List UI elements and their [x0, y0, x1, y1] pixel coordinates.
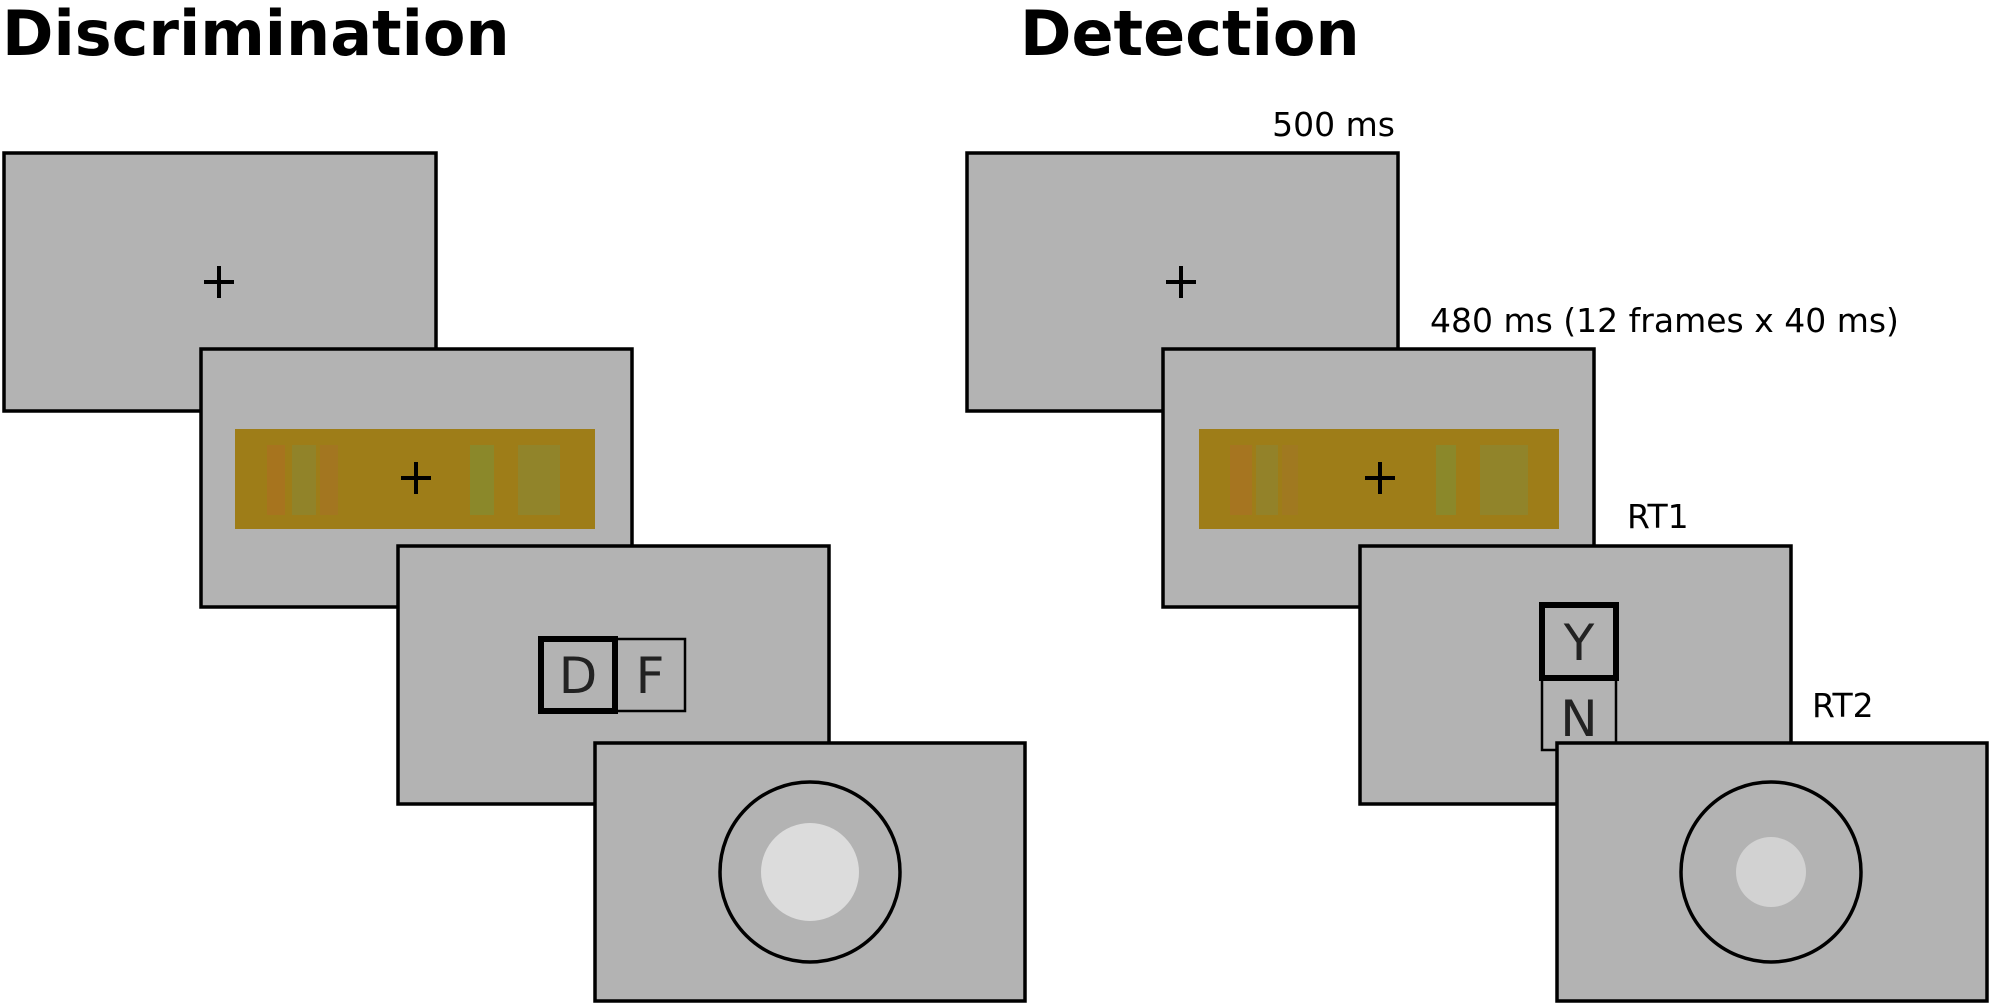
detection-panel: Detection 500 ms 480 ms (12 frames x 40 …: [965, 0, 1989, 1003]
outer-ring: [1679, 780, 1863, 964]
fixation-cross: [401, 462, 431, 494]
response-key-d-label: D: [559, 647, 598, 705]
fixation-cross: [204, 266, 234, 298]
response-key-y-label: Y: [1563, 614, 1595, 672]
discrimination-circle-screen: [593, 741, 1027, 1003]
timing-label-rt1: RT1: [1627, 497, 1689, 536]
target-disc: [761, 823, 859, 921]
fixation-cross: [1166, 266, 1196, 298]
response-key-y: Y: [1539, 602, 1619, 681]
discrimination-title: Discrimination: [2, 0, 510, 70]
response-key-n-label: N: [1560, 690, 1597, 748]
response-key-f: F: [613, 637, 687, 713]
outer-ring: [718, 780, 902, 964]
detection-title: Detection: [1020, 0, 1360, 70]
target-disc: [1736, 837, 1806, 907]
response-key-f-label: F: [636, 647, 665, 705]
timing-label-rt2: RT2: [1812, 686, 1874, 725]
timing-label-stimulus: 480 ms (12 frames x 40 ms): [1430, 301, 1899, 340]
fixation-cross: [1365, 462, 1395, 494]
detection-circle-screen: [1555, 741, 1989, 1003]
stimulus-band: [235, 429, 595, 529]
discrimination-panel: Discrimination: [2, 0, 1027, 1003]
timing-label-fixation: 500 ms: [1272, 105, 1395, 144]
